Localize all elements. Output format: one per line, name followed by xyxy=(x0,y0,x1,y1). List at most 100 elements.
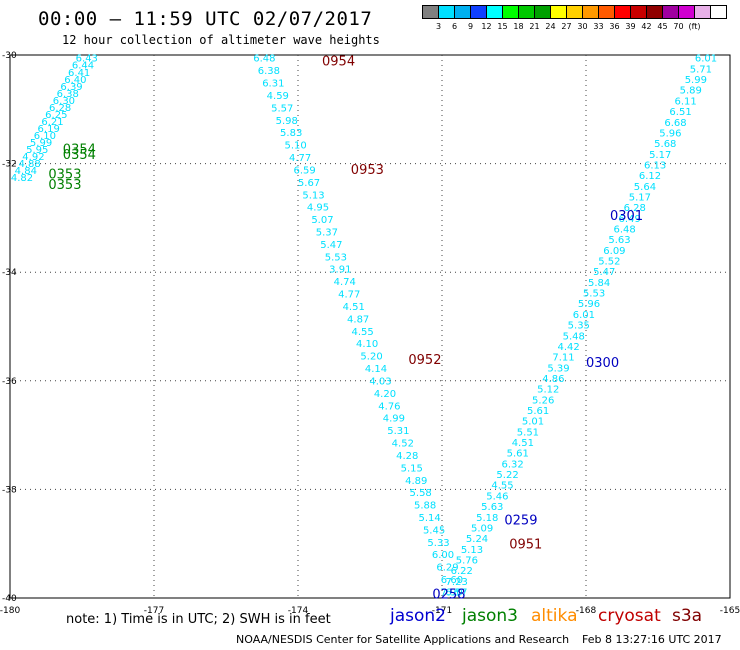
wave-height-value: 6.44 xyxy=(72,61,94,72)
wave-height-value: 6.41 xyxy=(68,68,90,79)
wave-height-value: 4.92 xyxy=(22,152,44,163)
wave-height-value: 4.03 xyxy=(369,376,391,387)
wave-height-value: 6.48 xyxy=(253,54,275,65)
wave-height-value: 5.35 xyxy=(568,321,590,332)
pass-time-label: 0353 xyxy=(48,167,81,182)
scale-label: 39 xyxy=(625,22,636,31)
wave-height-value: 4.84 xyxy=(15,166,37,177)
wave-height-value: 6.32 xyxy=(502,459,524,470)
wave-height-value: 5.17 xyxy=(649,150,671,161)
scale-label: 12 xyxy=(481,22,492,31)
wave-height-value: 6.60 xyxy=(441,575,463,586)
lon-tick-label: -165 xyxy=(720,606,740,616)
wave-height-value: 5.64 xyxy=(634,182,656,193)
wave-height-value: 6.22 xyxy=(451,566,473,577)
pass-time-label: 0952 xyxy=(408,353,441,368)
wave-height-value: 6.49 xyxy=(619,214,641,225)
wave-height-value: 4.28 xyxy=(396,451,418,462)
wave-height-value: 4.55 xyxy=(351,327,373,338)
wave-height-value: 5.63 xyxy=(608,235,630,246)
wave-height-value: 5.09 xyxy=(471,523,493,534)
wave-height-value: 5.57 xyxy=(271,103,293,114)
scale-label: 18 xyxy=(513,22,524,31)
wave-height-value: 5.83 xyxy=(280,128,302,139)
wave-height-value: 4.20 xyxy=(374,389,396,400)
lat-tick-label: -30 xyxy=(2,51,17,61)
wave-height-value: 5.13 xyxy=(461,545,483,556)
lon-tick-label: -180 xyxy=(0,606,20,616)
wave-height-value: 6.30 xyxy=(53,96,75,107)
wave-height-value: 5.61 xyxy=(507,449,529,460)
wave-height-value: 6.59 xyxy=(293,165,315,176)
scale-label: 6 xyxy=(451,22,458,31)
scale-label: 21 xyxy=(529,22,540,31)
wave-height-value: 6.31 xyxy=(262,79,284,90)
pass-time-label: 0951 xyxy=(509,538,542,553)
wave-height-value: 4.77 xyxy=(289,153,311,164)
wave-height-value: 6.68 xyxy=(664,118,686,129)
lat-tick-label: -34 xyxy=(2,268,17,278)
wave-height-value: 6.28 xyxy=(49,103,71,114)
wave-height-value: 5.53 xyxy=(583,289,605,300)
wave-height-value: 4.77 xyxy=(338,290,360,301)
scale-label: 30 xyxy=(577,22,588,31)
wave-height-value: 5.10 xyxy=(285,141,307,152)
wave-height-value: 5.31 xyxy=(387,426,409,437)
wave-height-value: 4.88 xyxy=(18,159,40,170)
wave-height-value: 3.91 xyxy=(329,265,351,276)
scale-label: 42 xyxy=(641,22,652,31)
wave-height-value: 5.14 xyxy=(418,513,440,524)
wave-height-value: 5.18 xyxy=(476,513,498,524)
wave-height-value: 5.48 xyxy=(563,331,585,342)
pass-time-label: 0301 xyxy=(610,209,643,224)
wave-height-value: 6.01 xyxy=(573,310,595,321)
wave-height-value: 5.45 xyxy=(423,525,445,536)
wave-height-value: 4.52 xyxy=(392,439,414,450)
wave-height-value: 5.63 xyxy=(481,502,503,513)
wave-height-value: 5.15 xyxy=(401,463,423,474)
wave-height-value: 6.39 xyxy=(60,82,82,93)
scale-swatch xyxy=(710,5,727,19)
wave-height-value: 5.07 xyxy=(311,215,333,226)
wave-height-value: 5.99 xyxy=(685,75,707,86)
legend-jason3: jason3 xyxy=(462,606,518,626)
lon-tick-label: -177 xyxy=(144,606,164,616)
scale-label: 33 xyxy=(593,22,604,31)
legend-cryosat: cryosat xyxy=(598,606,661,626)
wave-height-value: 5.71 xyxy=(690,64,712,75)
scale-label: 24 xyxy=(545,22,556,31)
lat-tick-label: -36 xyxy=(2,377,17,387)
wave-height-value: 5.98 xyxy=(276,116,298,127)
wave-height-value: 5.01 xyxy=(522,417,544,428)
lon-tick-label: -171 xyxy=(432,606,452,616)
wave-height-value: 5.58 xyxy=(410,488,432,499)
wave-height-value: 6.13 xyxy=(644,160,666,171)
scale-label: 36 xyxy=(609,22,620,31)
lat-tick-label: -38 xyxy=(2,485,17,495)
wave-height-value: 5.39 xyxy=(547,363,569,374)
wave-height-value: 6.28 xyxy=(624,203,646,214)
wave-height-value: 6.40 xyxy=(64,75,86,86)
wave-height-value: 6.00 xyxy=(432,550,454,561)
wave-height-value: 4.55 xyxy=(491,481,513,492)
wave-height-value: 6.19 xyxy=(38,124,60,135)
wave-height-value: 4.82 xyxy=(11,173,33,184)
map-subtitle: 12 hour collection of altimeter wave hei… xyxy=(62,33,380,47)
wave-height-value: 6.38 xyxy=(258,66,280,77)
pass-time-label: 0354 xyxy=(63,142,96,157)
wave-height-value: 6.12 xyxy=(639,171,661,182)
wave-height-value: 5.96 xyxy=(578,299,600,310)
wave-height-value: 4.76 xyxy=(378,401,400,412)
wave-height-value: 6.38 xyxy=(57,89,79,100)
wave-height-value: 5.84 xyxy=(588,278,610,289)
wave-height-value: 5.68 xyxy=(654,139,676,150)
wave-height-value: 6.29 xyxy=(436,563,458,574)
wave-height-value: 5.61 xyxy=(527,406,549,417)
wave-height-value: 4.59 xyxy=(267,91,289,102)
wave-height-value: 5.88 xyxy=(414,501,436,512)
map-title: 00:00 — 11:59 UTC 02/07/2017 xyxy=(38,8,373,30)
wave-height-value: 6.09 xyxy=(603,246,625,257)
wave-height-value: 5.17 xyxy=(629,192,651,203)
wave-height-value: 6.51 xyxy=(669,107,691,118)
scale-label: 27 xyxy=(561,22,572,31)
